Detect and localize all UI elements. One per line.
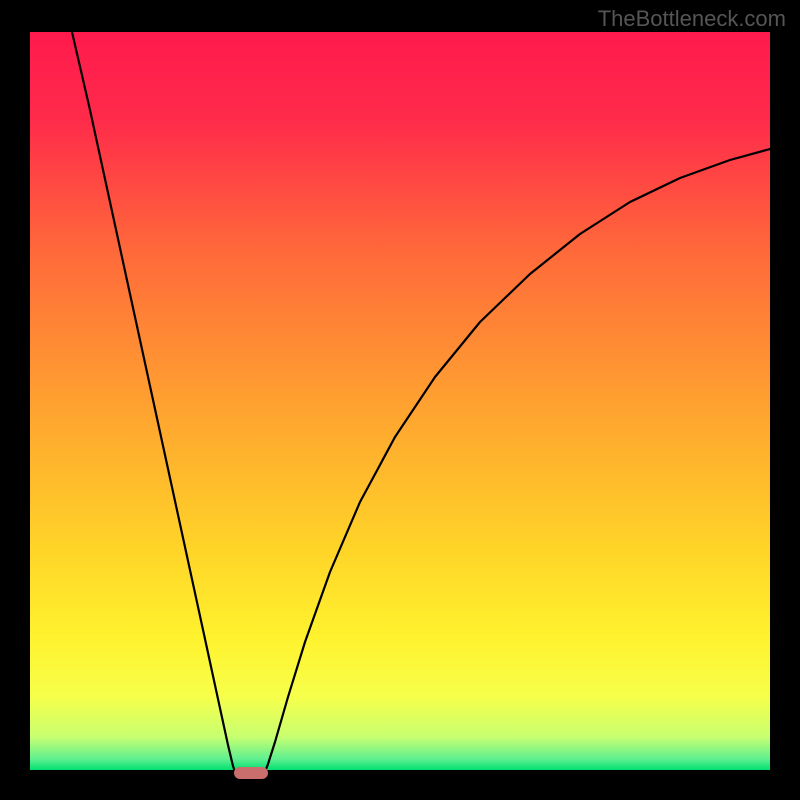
chart-svg — [0, 0, 800, 800]
watermark-text: TheBottleneck.com — [598, 6, 786, 32]
plot-background — [30, 32, 770, 770]
optimal-marker — [234, 767, 268, 779]
bottleneck-chart: TheBottleneck.com — [0, 0, 800, 800]
